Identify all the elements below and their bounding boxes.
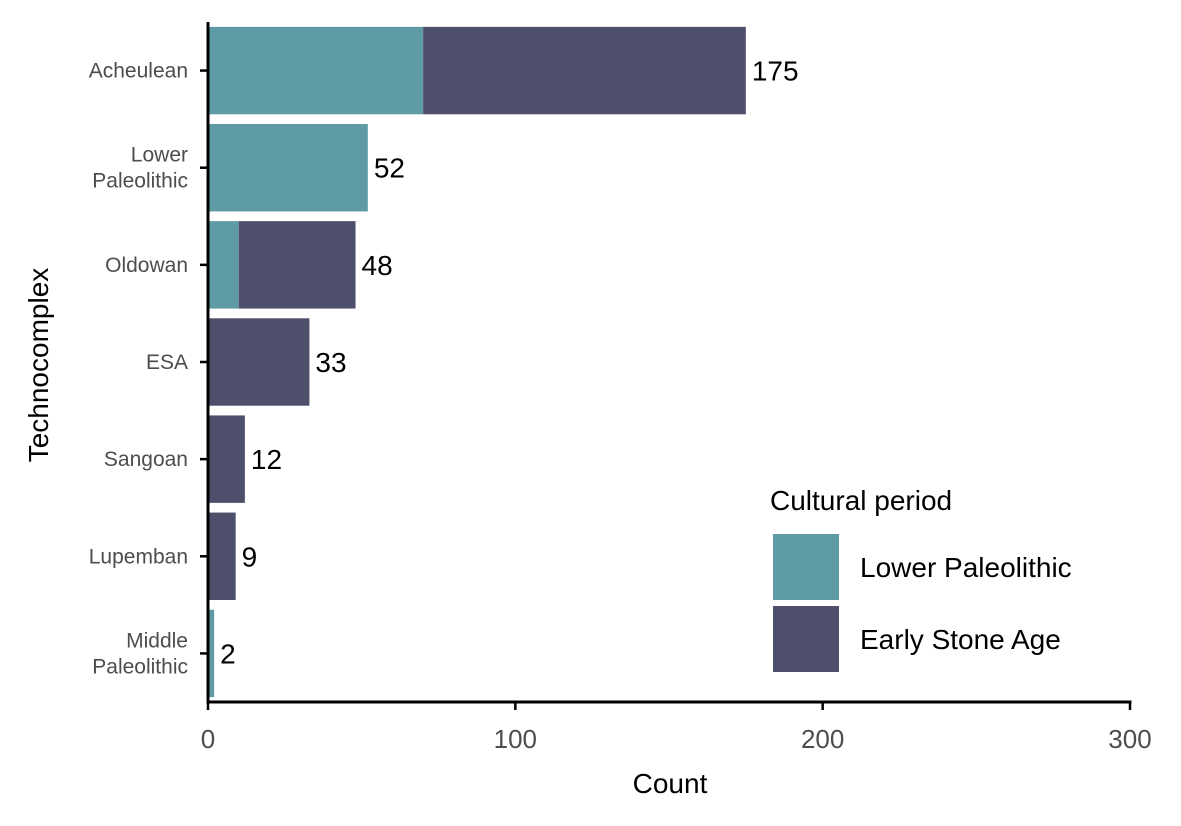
bar-0-series-0: [208, 26, 424, 115]
legend-title: Cultural period: [770, 485, 952, 516]
value-labels-group: 175 52 48 33 12 9 2: [220, 56, 798, 670]
y-tick-label: Sangoan: [104, 448, 188, 471]
bar-2-series-0: [208, 221, 239, 309]
value-label: 33: [315, 347, 346, 378]
y-tick-label: Lupemban: [89, 545, 188, 568]
y-tick-label: ESA: [146, 351, 188, 374]
value-label: 2: [220, 638, 236, 669]
x-axis: 0 100 200 300: [201, 700, 1152, 754]
value-label: 48: [362, 250, 393, 281]
x-tick-label: 300: [1108, 724, 1151, 754]
legend-label: Lower Paleolithic: [860, 552, 1072, 583]
legend-label: Early Stone Age: [860, 624, 1061, 655]
x-axis-title: Count: [633, 768, 708, 799]
y-axis-title: Technocomplex: [23, 268, 54, 463]
bar-3-series-1: [208, 318, 310, 406]
bar-2-series-1: [238, 221, 356, 309]
x-tick-label: 0: [201, 724, 215, 754]
x-tick-label: 200: [801, 724, 844, 754]
bar-4-series-1: [208, 415, 245, 503]
bars-group: [208, 26, 746, 698]
y-tick-label: Middle Paleolithic: [92, 629, 188, 678]
value-label: 175: [752, 56, 799, 87]
bar-0-series-1: [423, 26, 746, 115]
x-tick-label: 100: [494, 724, 537, 754]
bar-5-series-1: [208, 512, 236, 600]
y-axis: Acheulean Lower Paleolithic Oldowan ESA Sango…: [89, 22, 210, 703]
y-tick-label: Oldowan: [105, 254, 188, 277]
value-label: 9: [242, 541, 258, 572]
legend-swatch: [773, 534, 839, 600]
bar-1-series-0: [208, 124, 368, 212]
bar-6-series-0: [208, 609, 215, 698]
legend-swatch: [773, 606, 839, 672]
legend: Cultural period Lower Paleolithic Early S…: [770, 485, 1072, 672]
y-tick-label: Acheulean: [89, 60, 188, 83]
value-label: 52: [374, 153, 405, 184]
y-tick-label: Lower Paleolithic: [92, 144, 188, 193]
value-label: 12: [251, 444, 282, 475]
